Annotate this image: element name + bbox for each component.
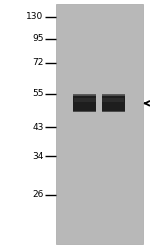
Text: 95: 95 [32,34,44,43]
Bar [73,94,96,112]
Text: 55: 55 [32,89,44,98]
Text: A: A [81,0,88,2]
Bar [102,94,125,112]
Text: 34: 34 [32,152,44,161]
Text: B: B [110,0,117,2]
Bar [56,4,143,244]
Text: 43: 43 [32,123,44,132]
Text: 130: 130 [26,12,44,22]
Text: 72: 72 [32,58,44,67]
Text: 26: 26 [32,190,44,199]
